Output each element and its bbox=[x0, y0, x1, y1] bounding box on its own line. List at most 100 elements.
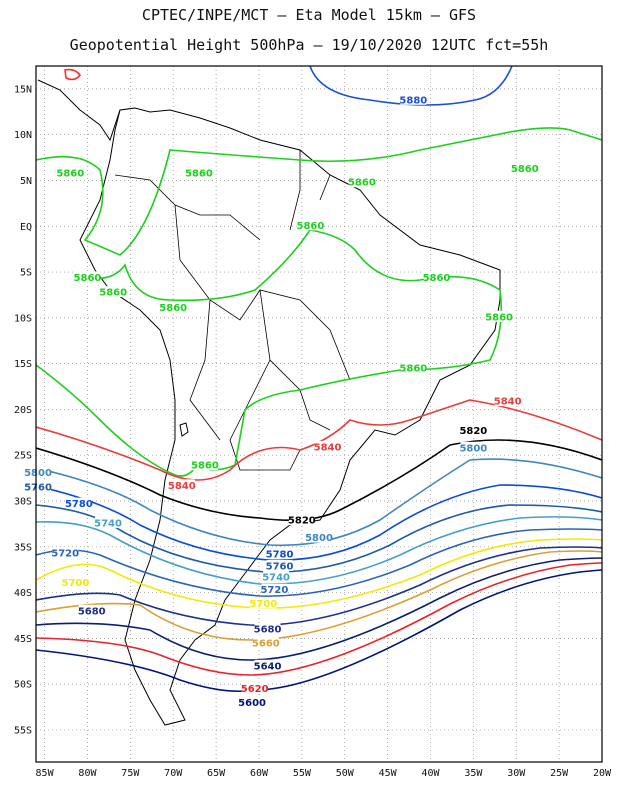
lat-tick-label: 20S bbox=[14, 405, 32, 416]
lon-tick-label: 35W bbox=[464, 768, 483, 779]
contour-label-5680: 5680 bbox=[78, 606, 106, 617]
contour-label-bg bbox=[400, 362, 427, 374]
contour-5760 bbox=[36, 504, 602, 573]
lat-tick-label: 35S bbox=[14, 542, 32, 553]
contour-label-5700: 5700 bbox=[249, 599, 277, 610]
contour-label-5860: 5860 bbox=[56, 169, 84, 180]
contour-5620 bbox=[36, 562, 602, 676]
contour-label-5820: 5820 bbox=[288, 516, 316, 527]
contour-5780 bbox=[36, 484, 602, 561]
lat-tick-label: EQ bbox=[20, 222, 32, 233]
contour-label-5860: 5860 bbox=[485, 312, 513, 323]
title-line-2: Geopotential Height 500hPa – 19/10/2020 … bbox=[69, 36, 549, 54]
contour-label-bg bbox=[254, 623, 281, 635]
contour-label-bg bbox=[314, 440, 341, 452]
contour-label-bg bbox=[252, 636, 279, 648]
contour-label-bg bbox=[297, 219, 324, 231]
lat-tick-label: 10S bbox=[14, 313, 32, 324]
contour-label-bg bbox=[486, 310, 513, 322]
contour-label-5840: 5840 bbox=[494, 397, 522, 408]
contour-label-5780: 5780 bbox=[266, 550, 294, 561]
contour-label-5840: 5840 bbox=[168, 481, 196, 492]
contour-label-5820: 5820 bbox=[459, 426, 487, 437]
lon-tick-label: 85W bbox=[36, 768, 55, 779]
lon-tick-label: 40W bbox=[421, 768, 440, 779]
axis-ticks: 15N10N5NEQ5S10S15S20S25S30S35S40S45S50S5… bbox=[14, 84, 612, 779]
lat-tick-label: 30S bbox=[14, 497, 32, 508]
contour-label-5600: 5600 bbox=[238, 698, 266, 709]
contour-label-5880: 5880 bbox=[399, 95, 427, 106]
contour-label-bg bbox=[460, 424, 487, 436]
contour-label-5840: 5840 bbox=[314, 442, 342, 453]
lon-tick-label: 30W bbox=[507, 768, 526, 779]
contour-5740 bbox=[36, 516, 602, 585]
lon-tick-label: 60W bbox=[250, 768, 269, 779]
contour-label-5640: 5640 bbox=[254, 661, 282, 672]
contour-label-bg bbox=[185, 167, 212, 179]
map-frame bbox=[35, 65, 603, 763]
contour-label-bg bbox=[25, 481, 51, 493]
contour-5660 bbox=[36, 550, 602, 641]
contour-5860-north bbox=[36, 127, 602, 256]
title-line-1: CPTEC/INPE/MCT – Eta Model 15km – GFS bbox=[141, 6, 477, 24]
contour-label-5860: 5860 bbox=[74, 273, 102, 284]
lat-tick-label: 45S bbox=[14, 634, 32, 645]
contour-label-bg bbox=[494, 395, 521, 407]
contour-label-5800: 5800 bbox=[24, 468, 52, 479]
lon-tick-label: 70W bbox=[164, 768, 183, 779]
contour-label-5860: 5860 bbox=[348, 178, 376, 189]
lon-tick-label: 55W bbox=[293, 768, 312, 779]
lat-tick-label: 5N bbox=[20, 176, 32, 187]
contour-5640 bbox=[36, 557, 602, 661]
lon-tick-label: 50W bbox=[336, 768, 355, 779]
contour-label-bg bbox=[62, 576, 89, 588]
contour-label-5860: 5860 bbox=[185, 169, 213, 180]
contour-label-5780: 5780 bbox=[65, 499, 93, 510]
contour-label-5860: 5860 bbox=[511, 164, 539, 175]
contour-label-bg bbox=[65, 497, 92, 509]
contour-label-5760: 5760 bbox=[24, 483, 52, 494]
contour-5880 bbox=[309, 66, 513, 106]
contour-label-bg bbox=[168, 479, 195, 491]
lon-tick-label: 65W bbox=[207, 768, 226, 779]
lon-tick-label: 75W bbox=[121, 768, 140, 779]
contour-label-bg bbox=[288, 514, 315, 526]
contour-label-5860: 5860 bbox=[399, 364, 427, 375]
contour-label-bg bbox=[57, 167, 84, 179]
contour-5860-west bbox=[36, 364, 201, 477]
contour-label-5800: 5800 bbox=[459, 443, 487, 454]
contour-label-bg bbox=[266, 559, 293, 571]
contour-label-bg bbox=[52, 547, 79, 559]
contour-label-5660: 5660 bbox=[252, 638, 280, 649]
contour-label-bg bbox=[241, 682, 268, 694]
lat-tick-label: 5S bbox=[20, 268, 32, 279]
contour-label-bg bbox=[400, 93, 427, 105]
contour-label-5740: 5740 bbox=[94, 518, 122, 529]
lat-tick-label: 55S bbox=[14, 725, 32, 736]
lat-tick-label: 10N bbox=[14, 130, 32, 141]
contour-5680 bbox=[36, 546, 602, 626]
contour-label-bg bbox=[263, 570, 290, 582]
contour-label-bg bbox=[239, 696, 266, 708]
contour-label-bg bbox=[74, 271, 101, 283]
contour-label-5620: 5620 bbox=[241, 684, 269, 695]
contour-5860-inner bbox=[79, 229, 503, 471]
contour-label-bg bbox=[306, 531, 332, 543]
contour-label-bg bbox=[460, 441, 487, 453]
contour-label-bg bbox=[25, 466, 51, 478]
contour-label-bg bbox=[95, 516, 122, 528]
contour-label-bg bbox=[250, 597, 277, 609]
lon-tick-label: 20W bbox=[593, 768, 612, 779]
contour-label-5760: 5760 bbox=[266, 561, 294, 572]
lat-tick-label: 15N bbox=[14, 84, 32, 95]
country-borders bbox=[114, 150, 351, 471]
contour-label-5860: 5860 bbox=[297, 221, 325, 232]
contour-label-bg bbox=[254, 659, 281, 671]
contour-label-5720: 5720 bbox=[51, 549, 79, 560]
lat-tick-label: 25S bbox=[14, 451, 32, 462]
south-america-coast bbox=[79, 107, 501, 726]
contour-label-bg bbox=[78, 604, 105, 616]
lake-titicaca bbox=[179, 422, 189, 437]
contour-label-5860: 5860 bbox=[159, 303, 187, 314]
lat-tick-label: 15S bbox=[14, 359, 32, 370]
